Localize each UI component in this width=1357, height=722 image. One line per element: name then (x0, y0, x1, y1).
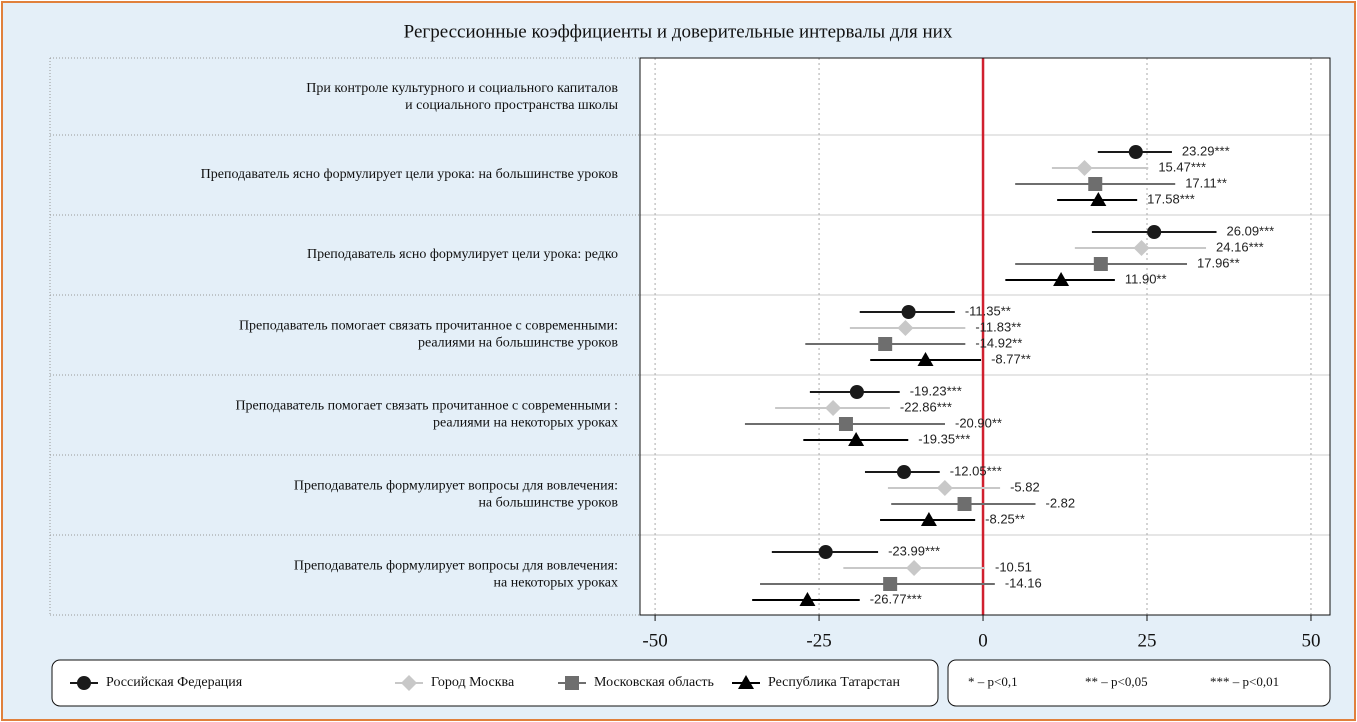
marker (878, 337, 893, 351)
value-label: 23.29*** (1182, 143, 1230, 158)
marker (1088, 177, 1103, 191)
significance-label: * – p<0,1 (968, 674, 1018, 689)
marker (896, 465, 911, 479)
value-label: -11.35** (965, 303, 1011, 318)
value-label: 17.96** (1197, 255, 1240, 270)
plot-area (640, 58, 1330, 615)
category-label: Преподаватель ясно формулирует цели урок… (307, 247, 618, 262)
value-label: 24.16*** (1216, 239, 1264, 254)
value-label: 15.47*** (1158, 159, 1206, 174)
value-label: -11.83** (975, 319, 1021, 334)
category-label: на большинстве уроков (478, 496, 618, 511)
category-label: Преподаватель помогает связать прочитанн… (239, 319, 618, 334)
category-label: реалиями на большинстве уроков (418, 336, 618, 351)
legend-marker (401, 675, 417, 691)
row-header: и социального пространства школы (405, 98, 618, 113)
category-label: Преподаватель ясно формулирует цели урок… (201, 167, 619, 182)
category-label: реалиями на некоторых уроках (433, 416, 618, 431)
value-label: -14.16 (1005, 575, 1042, 590)
value-label: 26.09*** (1227, 223, 1275, 238)
marker (838, 417, 853, 431)
marker (1090, 192, 1107, 206)
marker (818, 545, 833, 559)
legend-box (51, 659, 939, 707)
marker (906, 560, 923, 576)
marker (1128, 145, 1143, 159)
plot-border (639, 57, 1331, 616)
marker (883, 577, 898, 591)
category-label: на некоторых уроках (494, 576, 618, 591)
significance-box (947, 659, 1331, 707)
legend-marker (738, 675, 754, 689)
x-tick-label: 0 (978, 630, 988, 651)
marker (957, 497, 972, 511)
value-label: -8.25** (985, 511, 1025, 526)
value-label: -5.82 (1010, 479, 1040, 494)
x-tick-label: -25 (806, 630, 831, 651)
marker (917, 352, 934, 366)
value-label: 17.58*** (1147, 191, 1195, 206)
value-label: -23.99*** (888, 543, 940, 558)
marker (1053, 272, 1070, 286)
value-label: -26.77*** (870, 591, 922, 606)
x-tick-label: -50 (642, 630, 667, 651)
significance-label: ** – p<0,05 (1085, 674, 1148, 689)
row-header: При контроле культурного и социального к… (306, 81, 618, 96)
marker (849, 385, 864, 399)
marker (848, 432, 865, 446)
legend-label: Московская область (594, 675, 714, 690)
legend-marker (77, 676, 91, 690)
value-label: -19.35*** (918, 431, 970, 446)
value-label: 11.90** (1125, 271, 1167, 286)
marker (1133, 240, 1150, 256)
marker (901, 305, 916, 319)
marker (825, 400, 842, 416)
value-label: -12.05*** (950, 463, 1002, 478)
chart-title: Регрессионные коэффициенты и доверительн… (404, 21, 953, 42)
value-label: -8.77** (991, 351, 1031, 366)
category-label: Преподаватель формулирует вопросы для во… (294, 479, 618, 494)
marker (920, 512, 937, 526)
category-label: Преподаватель формулирует вопросы для во… (294, 559, 618, 574)
value-label: -19.23*** (910, 383, 962, 398)
value-label: -22.86*** (900, 399, 952, 414)
value-label: -2.82 (1046, 495, 1076, 510)
marker (1147, 225, 1162, 239)
value-label: 17.11** (1185, 175, 1227, 190)
legend-marker (565, 676, 579, 690)
value-label: -20.90** (955, 415, 1002, 430)
legend-label: Российская Федерация (106, 675, 243, 690)
marker (897, 320, 914, 336)
x-tick-label: 50 (1301, 630, 1320, 651)
category-label: Преподаватель помогает связать прочитанн… (235, 399, 618, 414)
marker (1093, 257, 1108, 271)
legend-label: Республика Татарстан (768, 675, 901, 690)
marker (1076, 160, 1093, 176)
legend-label: Город Москва (431, 675, 515, 690)
marker (799, 592, 816, 606)
marker (936, 480, 953, 496)
significance-label: *** – p<0,01 (1210, 674, 1279, 689)
value-label: -10.51 (995, 559, 1032, 574)
value-label: -14.92** (975, 335, 1022, 350)
x-tick-label: 25 (1138, 630, 1157, 651)
